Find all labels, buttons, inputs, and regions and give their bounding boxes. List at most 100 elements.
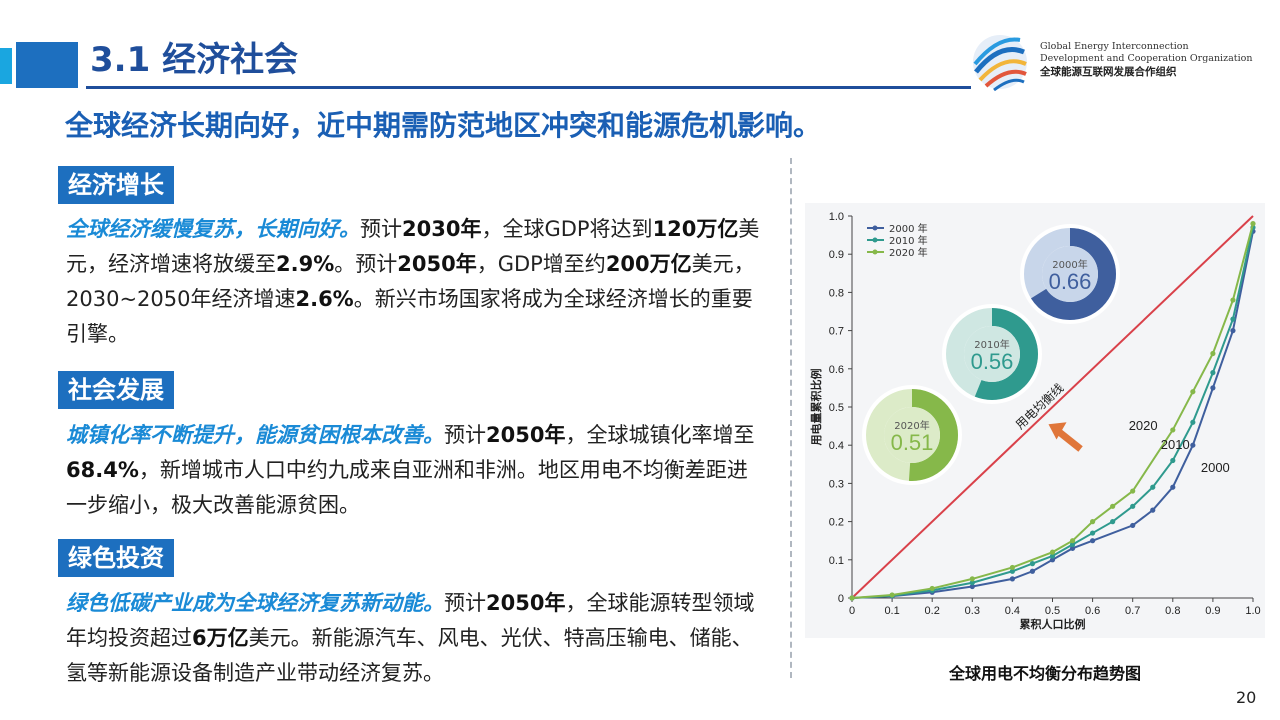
highlight: 6万亿: [192, 626, 249, 650]
y-tick-label: 0.4: [829, 440, 844, 452]
header-block: [16, 42, 78, 88]
highlight: 2050年: [486, 423, 566, 447]
donut-value: 0.51: [891, 430, 934, 455]
text-run: 预计: [444, 423, 486, 447]
text-run: 预计: [444, 591, 486, 615]
donut-year: 2000年: [1052, 258, 1087, 271]
text-run: 。新兴市场国家将成为全球经济增长的重要引擎。: [66, 287, 753, 346]
data-point-2000: [1190, 442, 1196, 448]
highlight: 2050年: [486, 591, 566, 615]
highlight: 2050年: [397, 252, 477, 276]
data-point-2000: [1130, 522, 1136, 529]
donut-arc: [1024, 228, 1116, 320]
data-point-2010: [1150, 484, 1156, 490]
highlight: 2.9%: [276, 252, 335, 276]
org-name-cn: 全球能源互联网发展合作组织: [1040, 66, 1177, 78]
org-name-en-1: Global Energy Interconnection: [1040, 41, 1189, 52]
data-point-2020: [1170, 427, 1176, 433]
donut-center: [1042, 246, 1098, 302]
data-point-2020: [1250, 221, 1256, 227]
text-run: ，新增城市人口中约九成来自亚洲和非洲。地区用电不均衡差距进一步缩小，极大改善能源…: [66, 458, 748, 517]
highlight: 2030年: [402, 217, 482, 241]
donut-value: 0.66: [1049, 269, 1092, 294]
y-tick-label: 0.6: [829, 364, 844, 376]
y-tick-label: 0.8: [829, 287, 844, 299]
section-lead: 全球经济缓慢复苏，长期向好。: [66, 217, 360, 241]
data-point-2010: [1069, 541, 1076, 548]
highlight: 68.4%: [66, 458, 139, 482]
data-point-2000: [1009, 576, 1015, 582]
column-divider: [790, 158, 792, 678]
data-point-2020: [1210, 350, 1216, 357]
legend-label: 2020 年: [889, 246, 928, 259]
data-point-2020: [1110, 503, 1116, 509]
data-point-2010: [969, 580, 975, 586]
data-point-2010: [1170, 457, 1176, 464]
data-point-2020: [1090, 519, 1096, 525]
legend-marker: [872, 237, 878, 243]
geidco-logo: [973, 35, 1027, 92]
x-tick-label: 0.1: [884, 605, 899, 617]
data-point-2000: [1069, 545, 1076, 551]
donut-center: [964, 326, 1020, 382]
highlight: 200万亿: [605, 252, 692, 276]
data-point-2010: [1130, 503, 1136, 509]
y-tick-label: 0.3: [829, 478, 844, 490]
section-tag-society: 社会发展: [58, 371, 174, 409]
trend-arrow-head: [1048, 422, 1067, 440]
text-run: 。预计: [334, 252, 398, 276]
text-run: 美元，经济增速将放缓至: [66, 217, 760, 276]
section-text-green-investment: 绿色低碳产业成为全球经济复苏新动能。预计2050年，全球能源转型领域年均投资超过…: [66, 586, 766, 691]
org-name-block: Global Energy Interconnection Developmen…: [1040, 41, 1275, 79]
text-run: ，全球城镇化率增至: [565, 423, 755, 447]
x-tick-label: 0.2: [925, 605, 940, 617]
y-tick-label: 0: [838, 593, 844, 605]
highlight: 2.6%: [295, 287, 354, 311]
chart-caption: 全球用电不均衡分布趋势图: [948, 664, 1141, 683]
y-tick-label: 0.7: [829, 326, 844, 338]
curve-label: 2020: [1129, 418, 1158, 433]
data-point-2010: [1110, 519, 1116, 525]
trend-arrow-shaft: [1054, 427, 1083, 452]
x-tick-label: 0.4: [1005, 605, 1020, 617]
donut-year: 2010年: [974, 338, 1009, 351]
donut-arc: [866, 389, 958, 481]
curve-label: 2000: [1201, 460, 1230, 475]
y-tick-label: 1.0: [829, 211, 844, 223]
data-point-2000: [1230, 328, 1236, 334]
data-point-2010: [1210, 370, 1216, 376]
y-axis-label: 用电量累积比例: [809, 369, 823, 446]
text-run: 美元，2030~2050年经济增速: [66, 252, 755, 311]
y-tick-label: 0.5: [829, 402, 844, 414]
org-name-en-2: Development and Cooperation Organization: [1040, 53, 1253, 64]
page-number: 20: [1236, 688, 1257, 707]
section-lead: 城镇化率不断提升，能源贫困根本改善。: [66, 423, 444, 447]
slide-subtitle: 全球经济长期向好，近中期需防范地区冲突和能源危机影响。: [65, 109, 822, 142]
series-line-2000: [851, 231, 1254, 599]
data-point-2020: [1190, 389, 1196, 395]
lorenz-chart-panel: 0 0.1 0.2 0.3 0.4 0.5 0.6 0.7 0.8 0.9 1.0 0 0.1 0.2 0.…: [805, 203, 1265, 638]
data-point-2020: [1130, 488, 1136, 494]
x-tick-label: 0.5: [1045, 605, 1060, 617]
text-run: ，GDP增至约: [476, 252, 606, 276]
data-point-2010: [1190, 419, 1196, 425]
data-point-2020: [1049, 549, 1056, 555]
data-point-2000: [1210, 385, 1216, 391]
data-point-2010: [1090, 530, 1096, 536]
lorenz-chart: 0 0.1 0.2 0.3 0.4 0.5 0.6 0.7 0.8 0.9 1.0 0 0.1 0.2 0.…: [809, 211, 1261, 631]
x-tick-label: 0: [849, 605, 855, 617]
text-run: ，全球GDP将达到: [481, 217, 653, 241]
header-accent-bar: [0, 48, 12, 84]
donut-center: [884, 407, 940, 463]
data-point-2020: [889, 592, 895, 598]
data-point-2010: [1049, 553, 1056, 559]
text-run: 美元。新能源汽车、风电、光伏、特高压输电、储能、氢等新能源设备制造产业带动经济复…: [66, 626, 753, 685]
data-point-2000: [1170, 484, 1176, 490]
highlight: 120万亿: [652, 217, 739, 241]
section-lead: 绿色低碳产业成为全球经济复苏新动能。: [66, 591, 444, 615]
equality-line: [851, 215, 1254, 599]
donut-value: 0.56: [971, 349, 1014, 374]
y-tick-label: 0.1: [829, 555, 844, 567]
data-point-2010: [1009, 568, 1015, 574]
section-text-society: 城镇化率不断提升，能源贫困根本改善。预计2050年，全球城镇化率增至 68.4%，…: [66, 418, 766, 523]
